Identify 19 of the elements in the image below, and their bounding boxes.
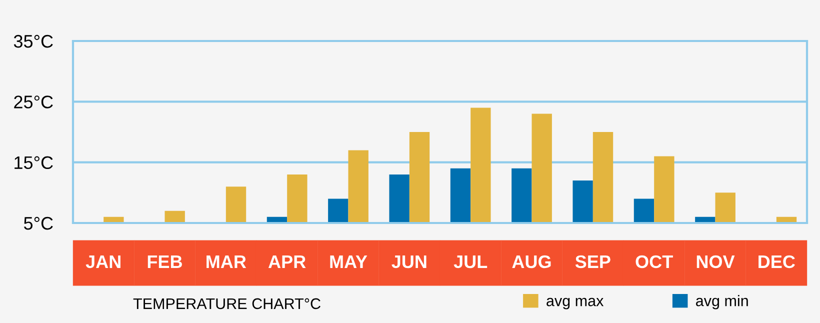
- x-tick-label: AUG: [512, 255, 551, 268]
- x-tick-label: SEP: [575, 255, 610, 268]
- x-tick-label: JUN: [392, 256, 426, 268]
- y-tick-label: 5°C: [24, 216, 53, 230]
- x-tick-label: FEB: [148, 256, 182, 268]
- legend-label: avg max: [546, 298, 604, 310]
- x-tick-label: JAN: [86, 256, 120, 268]
- x-tick-label: MAY: [330, 256, 368, 268]
- x-tick-label: JUL: [454, 256, 488, 268]
- x-tick-label: NOV: [696, 255, 735, 268]
- text: TEMPERATURE CHART°C: [133, 298, 320, 310]
- y-tick-label: 25°C: [14, 96, 53, 108]
- x-tick-label: MAR: [206, 256, 246, 268]
- y-tick-label: 15°C: [14, 156, 53, 170]
- x-tick-label: APR: [268, 256, 306, 268]
- x-tick-label: OCT: [636, 255, 673, 268]
- x-tick-label: DEC: [758, 255, 795, 268]
- y-tick-label: 35°C: [14, 34, 53, 48]
- legend-label: avg min: [696, 295, 748, 310]
